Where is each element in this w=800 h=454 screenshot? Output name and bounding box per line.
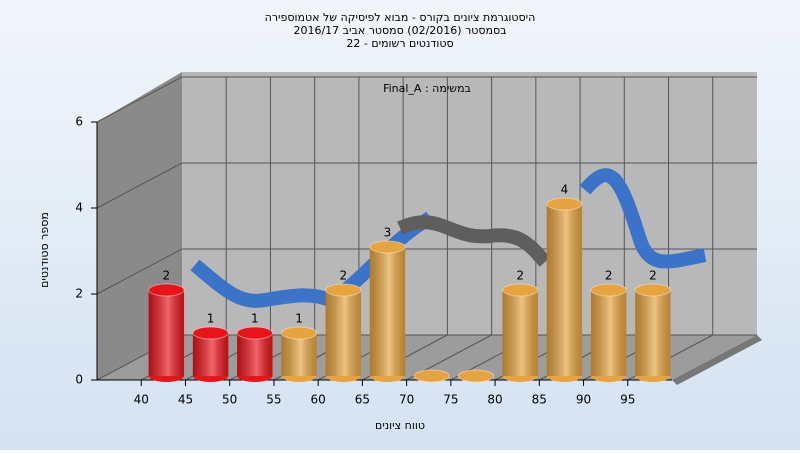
x-tick-label: 75 bbox=[443, 393, 458, 407]
x-tick-label: 60 bbox=[311, 393, 326, 407]
bar-top bbox=[634, 283, 672, 297]
bar-shine bbox=[281, 333, 317, 376]
bar-shine bbox=[369, 247, 406, 376]
bar-shine bbox=[192, 333, 229, 376]
data-label: 2 bbox=[339, 269, 347, 283]
grid-line bbox=[96, 162, 183, 209]
back-wall bbox=[182, 72, 757, 335]
bar-group bbox=[148, 283, 185, 382]
bar-shine bbox=[546, 204, 583, 376]
bar-group bbox=[280, 326, 318, 382]
data-label: 3 bbox=[384, 226, 392, 240]
y-tick-label: 2 bbox=[75, 287, 83, 301]
bar-group bbox=[369, 240, 406, 382]
grid-line bbox=[96, 76, 183, 123]
x-tick-label: 40 bbox=[134, 393, 149, 407]
bar-shine bbox=[325, 290, 361, 376]
y-tick-label: 0 bbox=[75, 373, 83, 387]
bar-group bbox=[546, 197, 583, 382]
bar-top bbox=[148, 283, 185, 297]
trend-ribbon bbox=[579, 168, 707, 269]
bar-shine bbox=[148, 290, 185, 376]
bar-group bbox=[413, 369, 450, 383]
data-label: 1 bbox=[251, 312, 259, 326]
chart-subtitle: בסמסטר (02/2016) סמסטר אביב 2016/17 bbox=[293, 24, 506, 37]
x-tick-label: 45 bbox=[178, 393, 193, 407]
bar-top bbox=[502, 283, 539, 297]
bar-group bbox=[192, 326, 229, 382]
data-label: 1 bbox=[295, 312, 303, 326]
grid-line bbox=[96, 248, 183, 295]
x-tick-label: 55 bbox=[266, 393, 281, 407]
bar-group bbox=[325, 283, 362, 382]
y-axis-label: מספר סטודנטים bbox=[38, 212, 51, 288]
data-label: 2 bbox=[516, 269, 524, 283]
chart-title: היסטוגרמת ציונים בקורס - מבוא לפיסיקה של… bbox=[265, 11, 536, 24]
bar-group bbox=[634, 283, 672, 382]
bar-top bbox=[325, 283, 362, 297]
bar-top bbox=[413, 369, 450, 383]
bar-top bbox=[236, 326, 274, 340]
bar-group bbox=[457, 369, 495, 383]
bar-shine bbox=[502, 290, 538, 376]
y-tick-label: 6 bbox=[75, 115, 83, 129]
annotation: Final_A : במשימה bbox=[383, 82, 471, 95]
bar-top bbox=[546, 197, 583, 211]
bar-top bbox=[280, 326, 318, 340]
bar-group bbox=[236, 326, 274, 382]
bar-top bbox=[590, 283, 627, 297]
x-tick-label: 50 bbox=[222, 393, 237, 407]
data-label: 1 bbox=[207, 312, 215, 326]
bar-top bbox=[369, 240, 406, 254]
x-tick-label: 80 bbox=[487, 393, 502, 407]
x-tick-label: 90 bbox=[576, 393, 591, 407]
trend-ribbon bbox=[397, 215, 551, 267]
bar-shine bbox=[590, 290, 627, 376]
bar-top bbox=[192, 326, 229, 340]
data-label: 2 bbox=[163, 269, 171, 283]
bar-group bbox=[590, 283, 627, 382]
x-tick-label: 65 bbox=[355, 393, 370, 407]
data-label: 2 bbox=[605, 269, 613, 283]
x-tick-label: 95 bbox=[620, 393, 635, 407]
data-label: 2 bbox=[649, 269, 657, 283]
bar-shine bbox=[635, 290, 671, 376]
x-tick-label: 85 bbox=[532, 393, 547, 407]
y-tick-label: 4 bbox=[75, 201, 83, 215]
floor-edge bbox=[672, 335, 762, 385]
x-axis-label: טווח ציונים bbox=[375, 419, 425, 432]
bar-top bbox=[457, 369, 495, 383]
chart-subtitle: סטודנטים רשומים - 22 bbox=[346, 37, 453, 50]
bar-group bbox=[502, 283, 539, 382]
bar-shine bbox=[237, 333, 273, 376]
x-tick-label: 70 bbox=[399, 393, 414, 407]
data-label: 4 bbox=[561, 183, 569, 197]
